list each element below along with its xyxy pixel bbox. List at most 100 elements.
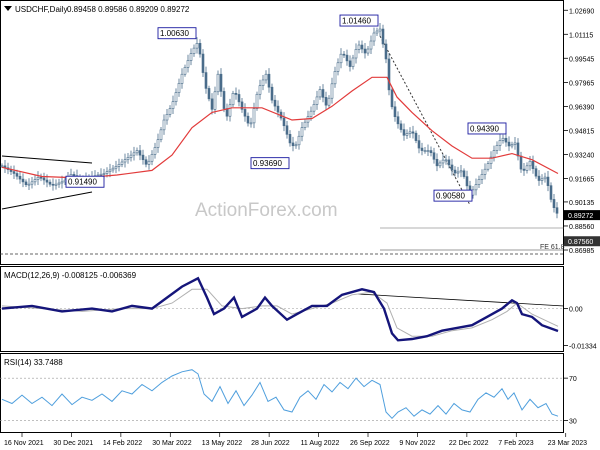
candle-body: [414, 132, 418, 141]
candle-body: [21, 178, 25, 183]
rsi-y-axis: 70 30: [0, 376, 577, 425]
candle-body: [375, 30, 379, 34]
candle-body: [207, 88, 211, 100]
candle-body: [366, 48, 370, 54]
candle-body: [300, 127, 304, 137]
candle-body: [0, 165, 4, 168]
candle-body: [492, 150, 496, 158]
candle-body: [429, 150, 433, 154]
candle-body: [552, 199, 556, 209]
candle-body: [435, 158, 439, 167]
candle-body: [72, 174, 76, 176]
candle-body: [546, 176, 550, 186]
fe-level-marker: [564, 236, 600, 247]
candle-body: [171, 101, 175, 109]
macd-tick-label: 0.00: [569, 307, 583, 314]
candle-body: [33, 179, 37, 183]
date-tick-label: 9 Nov 2022: [399, 440, 435, 447]
candle-body: [549, 185, 553, 200]
candle-body: [498, 140, 502, 146]
candle-body: [393, 106, 397, 118]
candle-body: [132, 152, 136, 156]
swing-label-box: [157, 27, 197, 40]
candle-body: [297, 135, 301, 146]
candle-body: [255, 93, 259, 109]
candle-body: [126, 157, 130, 161]
candle-body: [372, 32, 376, 42]
candle-body: [534, 168, 538, 177]
macd-line: [1, 276, 559, 342]
candle-body: [15, 173, 19, 177]
candle-body: [153, 147, 157, 155]
date-tick-label: 22 Dec 2022: [449, 440, 489, 447]
candle-body: [48, 181, 52, 185]
price-tick-label: 0.99545: [569, 56, 594, 63]
date-axis: 16 Nov 2021 30 Dec 2021 14 Feb 2022 30 Mar …: [4, 433, 587, 447]
swing-label: 0.90580: [436, 192, 465, 201]
candle-body: [555, 207, 559, 214]
candle-body: [420, 147, 424, 151]
candle-body: [264, 73, 268, 81]
candle-body: [540, 178, 544, 181]
candle-body: [168, 108, 172, 115]
candle-body: [51, 183, 55, 186]
swing-label: 1.00630: [160, 29, 189, 38]
chart-header: USDCHF,Daily 0.89458 0.89586 0.89209 0.8…: [4, 5, 190, 14]
candle-body: [510, 144, 514, 147]
candle-body: [531, 160, 535, 169]
candle-body: [423, 150, 427, 152]
candle-body: [312, 104, 316, 112]
candle-body: [483, 168, 487, 175]
ema-line: [1, 76, 559, 179]
candle-body: [417, 140, 421, 149]
candle-body: [54, 183, 58, 186]
candle-body: [345, 54, 349, 62]
candle-body: [342, 53, 346, 56]
candle-body: [489, 156, 493, 164]
price-tick-label: 0.94815: [569, 128, 594, 135]
candle-body: [339, 53, 343, 64]
candle-body: [501, 137, 505, 141]
candle-body: [174, 92, 178, 103]
date-tick-label: 14 Feb 2022: [103, 440, 142, 447]
candle-body: [303, 121, 307, 128]
candle-body: [24, 181, 28, 186]
candle-body: [291, 142, 295, 147]
candle-body: [486, 163, 490, 170]
date-tick-label: 16 Nov 2021: [4, 440, 44, 447]
candle-body: [36, 176, 40, 180]
candle-body: [150, 154, 154, 162]
price-y-axis: 1.02690 1.01115 0.99545 0.97965 0.96390 0.948…: [540, 8, 600, 255]
current-price-marker: [564, 210, 600, 221]
candle-body: [324, 97, 328, 106]
candle-body: [18, 175, 22, 180]
candle-body: [45, 179, 49, 183]
candle-body: [387, 58, 391, 91]
macd-trendline: [357, 293, 565, 307]
macd-y-axis: 0.00 -0.01334: [0, 307, 597, 350]
candle-body: [309, 110, 313, 117]
candle-body: [408, 131, 412, 134]
swing-label-box: [433, 189, 473, 202]
candle-body: [261, 79, 265, 86]
dropdown-triangle-icon[interactable]: [4, 6, 12, 11]
rsi-tick-label: 30: [569, 418, 577, 425]
candle-body: [114, 166, 118, 169]
candle-body: [276, 105, 280, 113]
candle-body: [120, 161, 124, 165]
price-tick-label: 0.97965: [569, 80, 594, 87]
rsi-panel: [0, 353, 564, 433]
candle-body: [522, 168, 526, 171]
ohlc-values: 0.89458 0.89586 0.89209 0.89272: [67, 5, 190, 14]
candle-body: [369, 40, 373, 50]
candle-body: [441, 159, 445, 164]
candle-body: [243, 109, 247, 117]
candle-body: [219, 73, 223, 92]
candle-body: [105, 171, 109, 174]
candle-body: [228, 104, 232, 117]
candle-body: [537, 175, 541, 181]
candle-body: [333, 71, 337, 85]
candle-body: [504, 137, 508, 143]
candle-body: [315, 96, 319, 105]
